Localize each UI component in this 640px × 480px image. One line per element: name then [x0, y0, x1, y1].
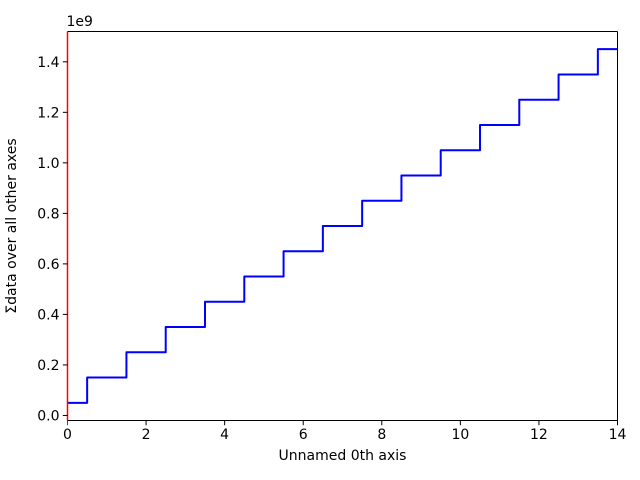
tick-layer: 0 2 4 6 8 10 12 14 0.0 0.2 0.4 0.6 0.8 1.0 1.2 1.4 [37, 55, 626, 443]
y-axis-offset-text: 1e9 [67, 14, 93, 30]
plot-data-layer [67, 48, 618, 404]
axes-layer [66, 31, 618, 421]
step-line-series [67, 48, 618, 404]
y-axis-label: Σdata over all other axes [4, 138, 20, 313]
x-tick-label: 4 [220, 427, 229, 443]
y-tick-label: 0.6 [37, 257, 59, 273]
x-tick-label: 8 [377, 427, 386, 443]
x-axis-label: Unnamed 0th axis [279, 448, 407, 464]
y-tick-label: 0.8 [37, 206, 59, 222]
x-tick-label: 0 [63, 427, 72, 443]
x-tick-label: 14 [609, 427, 627, 443]
y-tick-label: 1.4 [37, 55, 59, 71]
x-tick-label: 6 [299, 427, 308, 443]
y-tick-label: 0.4 [37, 307, 59, 323]
y-tick-label: 0.0 [37, 408, 59, 424]
x-tick-label: 12 [530, 427, 548, 443]
y-tick-label: 1.0 [37, 156, 59, 172]
y-tick-label: 1.2 [37, 105, 59, 121]
x-tick-label: 2 [142, 427, 151, 443]
x-tick-label: 10 [451, 427, 469, 443]
y-tick-label: 0.2 [37, 358, 59, 374]
